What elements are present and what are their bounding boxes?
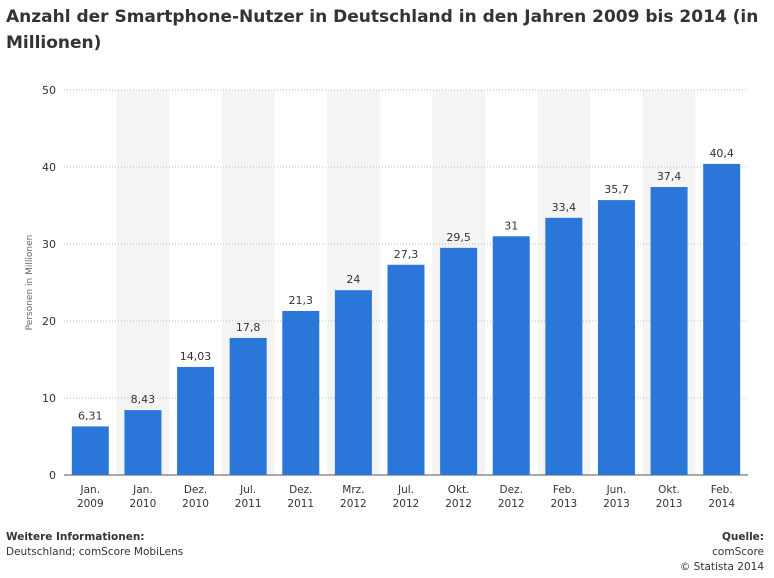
x-tick-label: 2013 bbox=[550, 498, 577, 510]
y-tick-label: 50 bbox=[42, 84, 56, 97]
info-heading: Weitere Informationen: bbox=[6, 531, 145, 543]
x-tick-label: 2014 bbox=[708, 498, 735, 510]
y-tick-label: 30 bbox=[42, 238, 56, 251]
bar bbox=[703, 163, 741, 476]
data-label: 33,4 bbox=[552, 201, 577, 214]
data-label: 8,43 bbox=[131, 393, 156, 406]
y-tick-label: 0 bbox=[49, 469, 56, 482]
x-tick-label: Okt. bbox=[658, 484, 680, 496]
x-tick-label: Mrz. bbox=[342, 484, 364, 496]
data-label: 40,4 bbox=[709, 147, 734, 160]
x-tick-label: Okt. bbox=[448, 484, 470, 496]
x-tick-label: Dez. bbox=[289, 484, 312, 496]
data-label: 21,3 bbox=[289, 294, 314, 307]
bar bbox=[492, 236, 530, 475]
x-tick-label: Jul. bbox=[397, 484, 414, 496]
bar bbox=[650, 187, 688, 475]
y-tick-label: 20 bbox=[42, 315, 56, 328]
x-tick-label: Jan. bbox=[80, 484, 101, 496]
x-tick-label: Dez. bbox=[184, 484, 207, 496]
data-label: 37,4 bbox=[657, 170, 682, 183]
x-tick-label: 2009 bbox=[77, 498, 104, 510]
y-tick-label: 40 bbox=[42, 161, 56, 174]
data-labels: 6,31 8,43 14,03 17,8 21,3 24 27,3 29,5 31 33,4 35,… bbox=[78, 147, 734, 422]
x-tick-label: 2012 bbox=[498, 498, 525, 510]
y-axis-ticks: 0 10 20 30 40 50 bbox=[42, 84, 56, 482]
info-text: Deutschland; comScore MobiLens bbox=[6, 546, 184, 558]
x-tick-label: 2012 bbox=[445, 498, 472, 510]
x-tick-label: Dez. bbox=[500, 484, 523, 496]
bars bbox=[71, 163, 741, 476]
x-tick-label: Feb. bbox=[553, 484, 575, 496]
x-tick-label: Jul. bbox=[239, 484, 256, 496]
bar bbox=[545, 217, 583, 475]
source-text: comScore bbox=[712, 546, 764, 558]
y-tick-label: 10 bbox=[42, 392, 56, 405]
source-heading: Quelle: bbox=[721, 531, 764, 543]
x-tick-label: 2012 bbox=[340, 498, 367, 510]
x-tick-label: Feb. bbox=[711, 484, 733, 496]
x-tick-label: 2010 bbox=[130, 498, 157, 510]
copyright: © Statista 2014 bbox=[679, 561, 764, 573]
x-tick-label: Jun. bbox=[606, 484, 627, 496]
data-label: 17,8 bbox=[236, 321, 261, 334]
bar bbox=[124, 410, 162, 475]
x-tick-label: 2013 bbox=[603, 498, 630, 510]
bar bbox=[334, 290, 372, 475]
x-tick-label: 2011 bbox=[287, 498, 314, 510]
bar bbox=[71, 426, 109, 475]
x-tick-label: 2013 bbox=[656, 498, 683, 510]
bar bbox=[229, 337, 267, 475]
x-axis-ticks: Jan. 2009 Jan. 2010 Dez. 2010 Jul. 2011 Dez. 2011… bbox=[77, 484, 735, 510]
data-label: 6,31 bbox=[78, 409, 103, 422]
data-label: 24 bbox=[346, 273, 360, 286]
x-tick-label: 2010 bbox=[182, 498, 209, 510]
data-label: 31 bbox=[504, 219, 518, 232]
y-axis-label: Personen in Millionen bbox=[25, 235, 35, 331]
data-label: 29,5 bbox=[446, 231, 471, 244]
bar bbox=[177, 366, 215, 475]
x-tick-label: Jan. bbox=[132, 484, 153, 496]
data-label: 35,7 bbox=[604, 183, 629, 196]
bar-chart: 0 10 20 30 40 50 6,31 8,43 14,03 17,8 21,3 24 27,3 2… bbox=[25, 84, 748, 510]
bar bbox=[282, 310, 320, 475]
x-tick-label: 2012 bbox=[393, 498, 420, 510]
bar bbox=[440, 247, 478, 475]
data-label: 14,03 bbox=[180, 350, 212, 363]
bar bbox=[387, 264, 425, 475]
bar bbox=[597, 200, 635, 476]
x-tick-label: 2011 bbox=[235, 498, 262, 510]
chart-title: Anzahl der Smartphone-Nutzer in Deutschl… bbox=[6, 7, 759, 53]
data-label: 27,3 bbox=[394, 248, 419, 261]
